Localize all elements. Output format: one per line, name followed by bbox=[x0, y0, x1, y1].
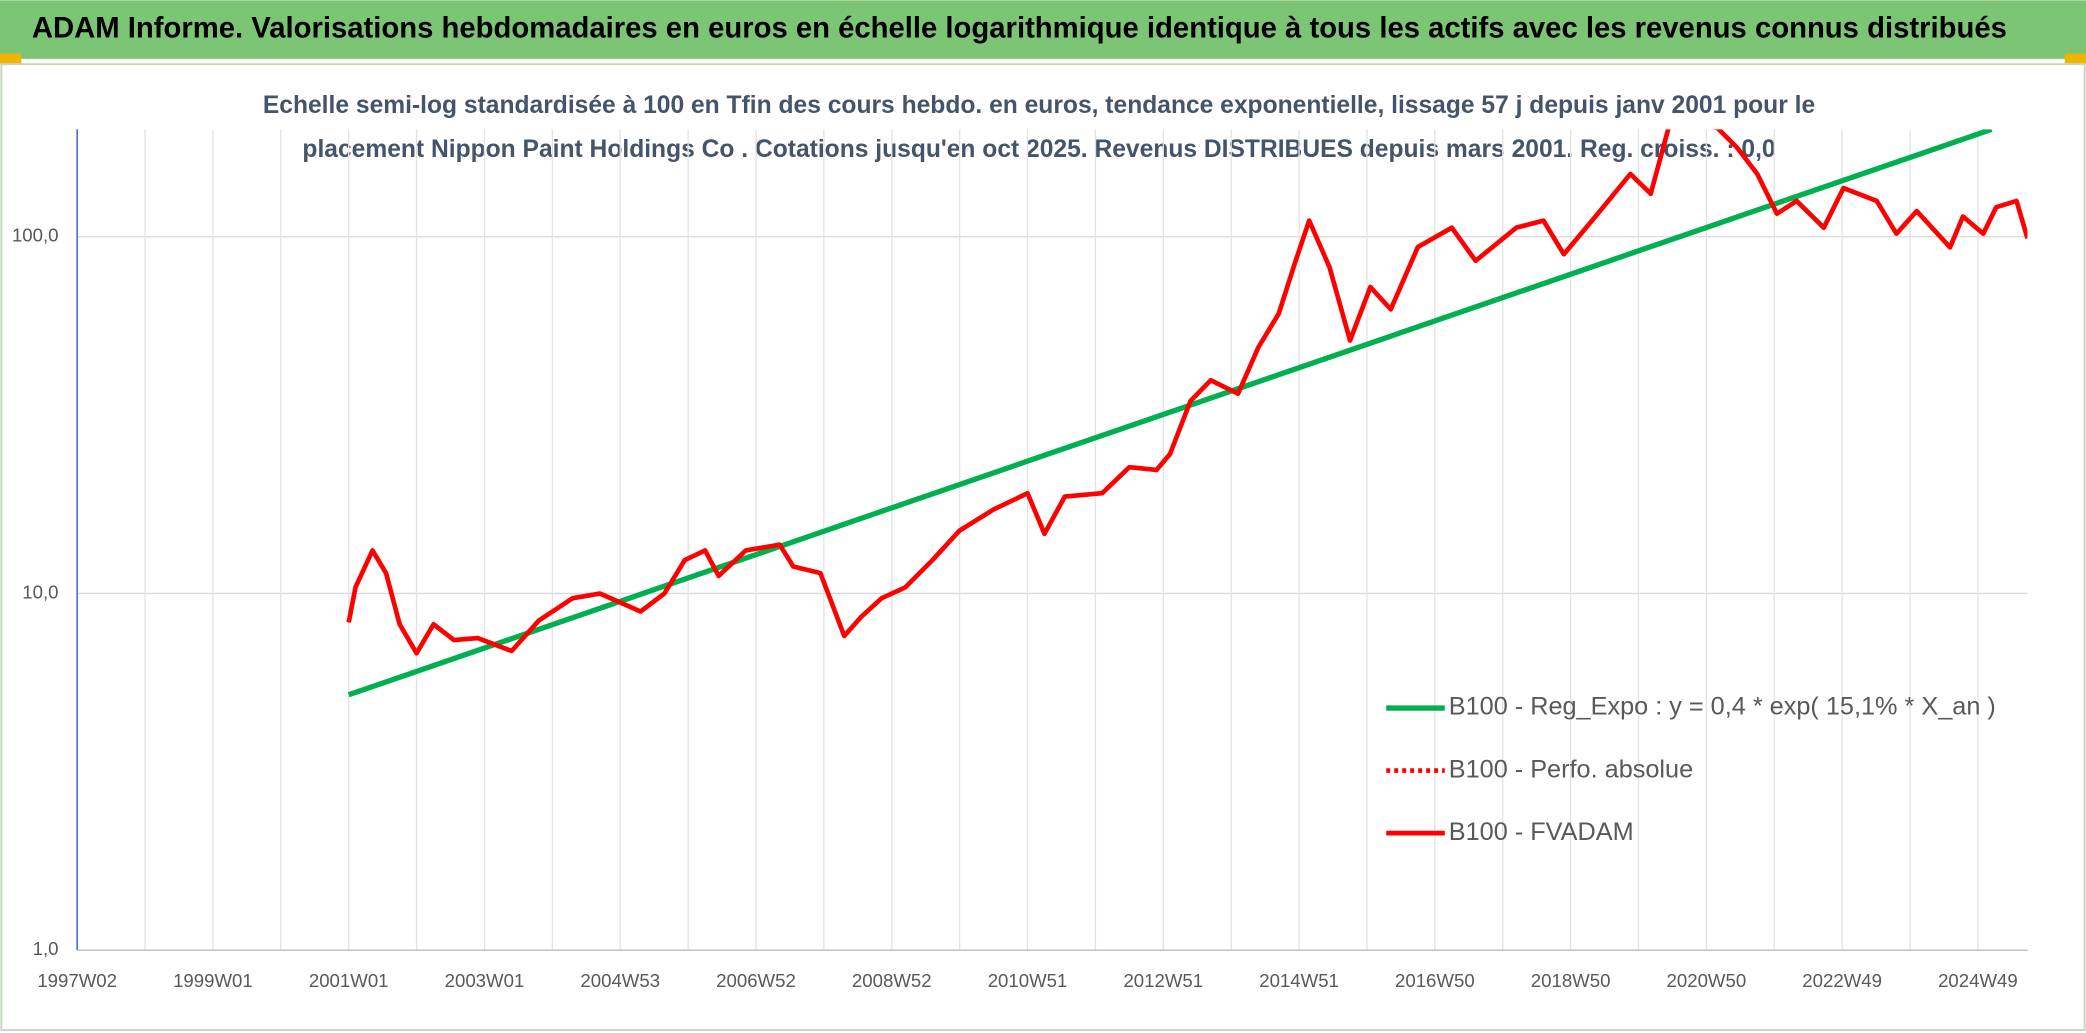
y-tick-label: 1,0 bbox=[33, 938, 59, 959]
y-tick-label: 10,0 bbox=[22, 581, 58, 602]
header-bar bbox=[0, 0, 2086, 59]
legend-label: B100 - Reg_Expo : y = 0,4 * exp( 15,1% *… bbox=[1449, 693, 1996, 721]
x-tick-label: 2006W52 bbox=[716, 970, 796, 991]
x-tick-label: 2010W51 bbox=[988, 970, 1068, 991]
series-line bbox=[346, 129, 2028, 656]
x-tick-label: 2016W50 bbox=[1395, 970, 1475, 991]
x-tick-label: 1997W02 bbox=[37, 970, 117, 991]
y-tick-label: 100,0 bbox=[12, 225, 59, 246]
subtitle: placement Nippon Paint Holdings Co . Cot… bbox=[302, 136, 1775, 163]
legend-label: B100 - FVADAM bbox=[1449, 818, 1634, 846]
x-tick-label: 1999W01 bbox=[173, 970, 253, 991]
frame bbox=[0, 63, 2086, 1032]
legend: B100 - Reg_Expo : y = 0,4 * exp( 15,1% *… bbox=[1386, 693, 1996, 846]
x-tick-label: 2003W01 bbox=[445, 970, 525, 991]
chart-title: ADAM Informe. Valorisations hebdomadaire… bbox=[32, 12, 2007, 44]
plot-area bbox=[346, 129, 2028, 698]
corner-right bbox=[2064, 53, 2086, 65]
series-line bbox=[347, 129, 1993, 698]
x-tick-label: 2001W01 bbox=[309, 970, 389, 991]
x-tick-label: 2018W50 bbox=[1531, 970, 1611, 991]
x-tick-label: 2022W49 bbox=[1802, 970, 1882, 991]
x-tick-label: 2014W51 bbox=[1259, 970, 1339, 991]
legend-label: B100 - Perfo. absolue bbox=[1449, 755, 1693, 783]
x-tick-label: 2012W51 bbox=[1123, 970, 1203, 991]
subtitle: Echelle semi-log standardisée à 100 en T… bbox=[263, 92, 1815, 119]
x-tick-label: 2020W50 bbox=[1667, 970, 1747, 991]
x-tick-label: 2024W49 bbox=[1938, 970, 2018, 991]
x-tick-label: 2008W52 bbox=[852, 970, 932, 991]
corner-left bbox=[0, 53, 22, 65]
x-tick-label: 2004W53 bbox=[580, 970, 660, 991]
